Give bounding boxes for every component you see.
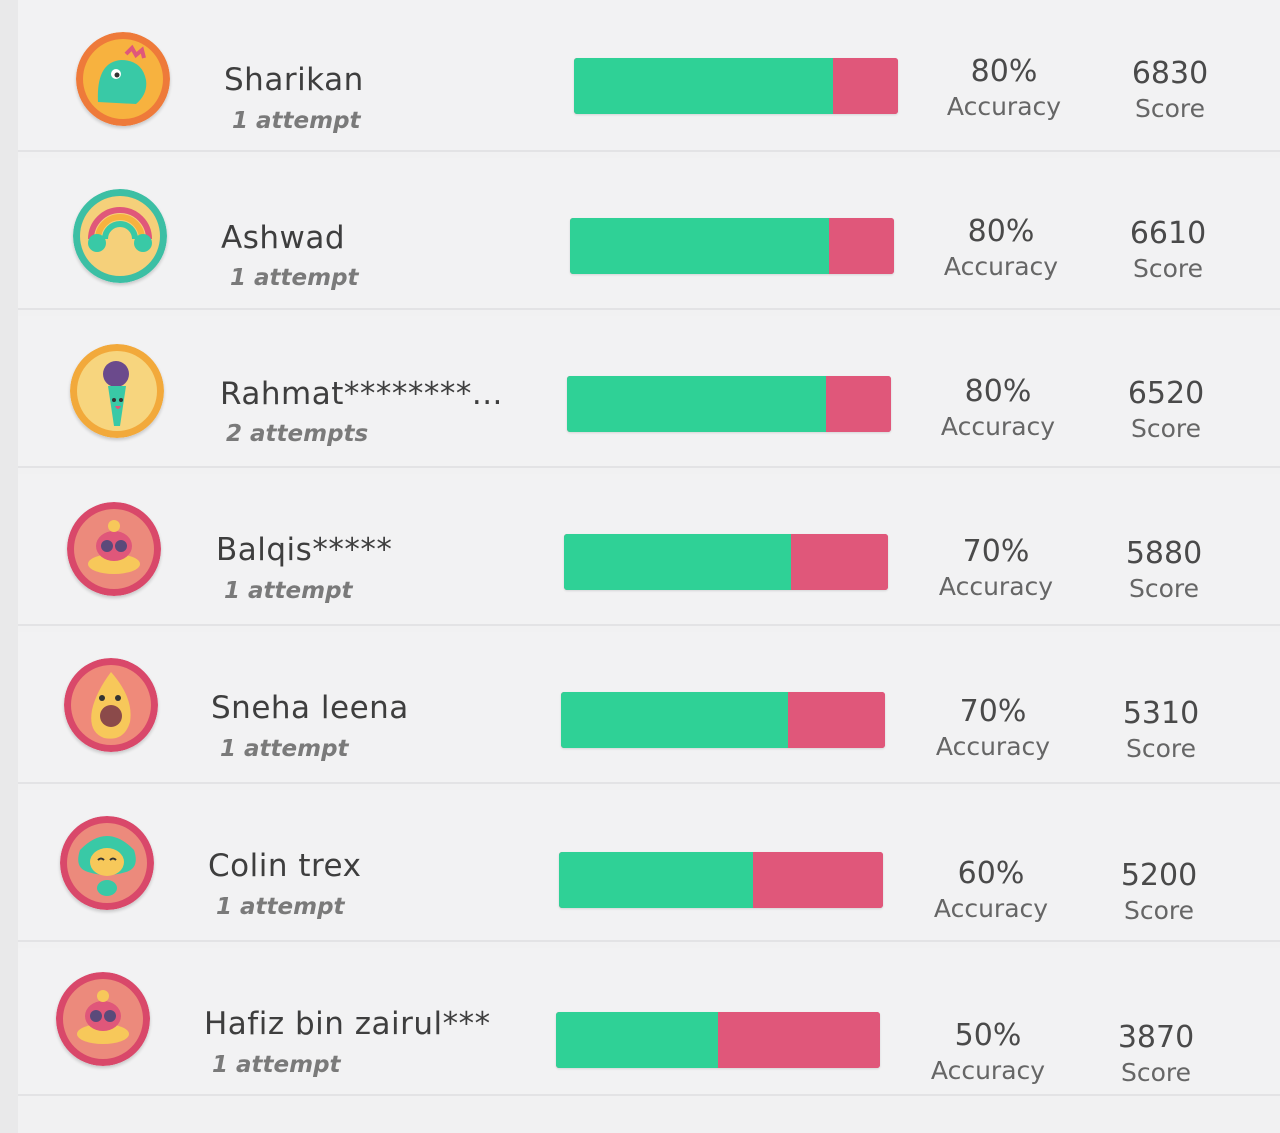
score-value: 5880: [1125, 536, 1203, 571]
player-name: Balqis*****: [216, 532, 393, 568]
leaderboard-row: Balqis***** 1 attempt 70% Accuracy 5880 …: [18, 474, 1280, 626]
player-attempts: 1 attempt: [232, 108, 361, 134]
accuracy-bar: [574, 58, 898, 114]
score-value: 3870: [1117, 1020, 1195, 1055]
score-label: Score: [1128, 574, 1200, 603]
correct-segment: [561, 692, 788, 748]
player-attempts: 1 attempt: [212, 1052, 341, 1078]
accuracy-value: 60%: [957, 856, 1025, 891]
incorrect-segment: [790, 534, 888, 590]
avocado-avatar-icon: [64, 658, 158, 752]
player-name: Sneha leena: [211, 690, 409, 726]
score-value: 6610: [1129, 216, 1207, 251]
correct-segment: [570, 218, 830, 274]
accuracy-value: 80%: [964, 374, 1032, 409]
dinosaur-avatar-icon: [76, 32, 170, 126]
player-attempts: 1 attempt: [224, 578, 353, 604]
incorrect-segment: [718, 1012, 880, 1068]
score-label: Score: [1132, 254, 1204, 283]
accuracy-bar: [559, 852, 883, 908]
score-value: 5310: [1122, 696, 1200, 731]
leaderboard-row: Rahmat********... 2 attempts 80% Accurac…: [18, 316, 1280, 468]
leaf-creature-avatar-icon: [60, 816, 154, 910]
accuracy-label: Accuracy: [935, 732, 1051, 761]
accuracy-label: Accuracy: [938, 572, 1054, 601]
crab-avatar-icon: [67, 502, 161, 596]
accuracy-bar: [567, 376, 891, 432]
score-value: 5200: [1120, 858, 1198, 893]
microphone-avatar-icon: [70, 344, 164, 438]
player-attempts: 1 attempt: [230, 265, 359, 291]
player-name: Rahmat********...: [220, 376, 503, 412]
leaderboard-row: Hafiz bin zairul*** 1 attempt 50% Accura…: [18, 948, 1280, 1096]
correct-segment: [559, 852, 754, 908]
player-attempts: 1 attempt: [220, 736, 349, 762]
score-value: 6520: [1127, 376, 1205, 411]
score-value: 6830: [1131, 56, 1209, 91]
score-label: Score: [1134, 94, 1206, 123]
crab-avatar-icon: [56, 972, 150, 1066]
accuracy-value: 50%: [954, 1018, 1022, 1053]
score-label: Score: [1125, 734, 1197, 763]
leaderboard-row: Colin trex 1 attempt 60% Accuracy 5200 S…: [18, 790, 1280, 942]
correct-segment: [556, 1012, 718, 1068]
leaderboard: Sharikan 1 attempt 80% Accuracy 6830 Sco…: [18, 0, 1280, 1133]
leaderboard-row: Sneha leena 1 attempt 70% Accuracy 5310 …: [18, 632, 1280, 784]
player-attempts: 2 attempts: [226, 421, 369, 447]
accuracy-value: 70%: [962, 534, 1030, 569]
player-attempts: 1 attempt: [216, 894, 345, 920]
score-label: Score: [1130, 414, 1202, 443]
accuracy-label: Accuracy: [933, 894, 1049, 923]
player-name: Hafiz bin zairul***: [204, 1006, 491, 1042]
accuracy-label: Accuracy: [930, 1056, 1046, 1085]
player-name: Colin trex: [208, 848, 362, 884]
accuracy-label: Accuracy: [946, 92, 1062, 121]
score-label: Score: [1120, 1058, 1192, 1087]
rainbow-avatar-icon: [73, 189, 167, 283]
score-label: Score: [1123, 896, 1195, 925]
accuracy-bar: [570, 218, 894, 274]
incorrect-segment: [826, 376, 891, 432]
incorrect-segment: [753, 852, 883, 908]
correct-segment: [567, 376, 827, 432]
accuracy-value: 80%: [970, 54, 1038, 89]
incorrect-segment: [787, 692, 885, 748]
accuracy-bar: [556, 1012, 880, 1068]
player-name: Ashwad: [221, 220, 346, 256]
incorrect-segment: [829, 218, 894, 274]
leaderboard-row: Ashwad 1 attempt 80% Accuracy 6610 Score: [18, 158, 1280, 310]
leaderboard-row: Sharikan 1 attempt 80% Accuracy 6830 Sco…: [18, 0, 1280, 152]
incorrect-segment: [833, 58, 898, 114]
accuracy-bar: [564, 534, 888, 590]
correct-segment: [564, 534, 791, 590]
player-name: Sharikan: [224, 62, 364, 98]
accuracy-label: Accuracy: [940, 412, 1056, 441]
accuracy-label: Accuracy: [943, 252, 1059, 281]
accuracy-value: 80%: [967, 214, 1035, 249]
correct-segment: [574, 58, 834, 114]
accuracy-bar: [561, 692, 885, 748]
accuracy-value: 70%: [959, 694, 1027, 729]
